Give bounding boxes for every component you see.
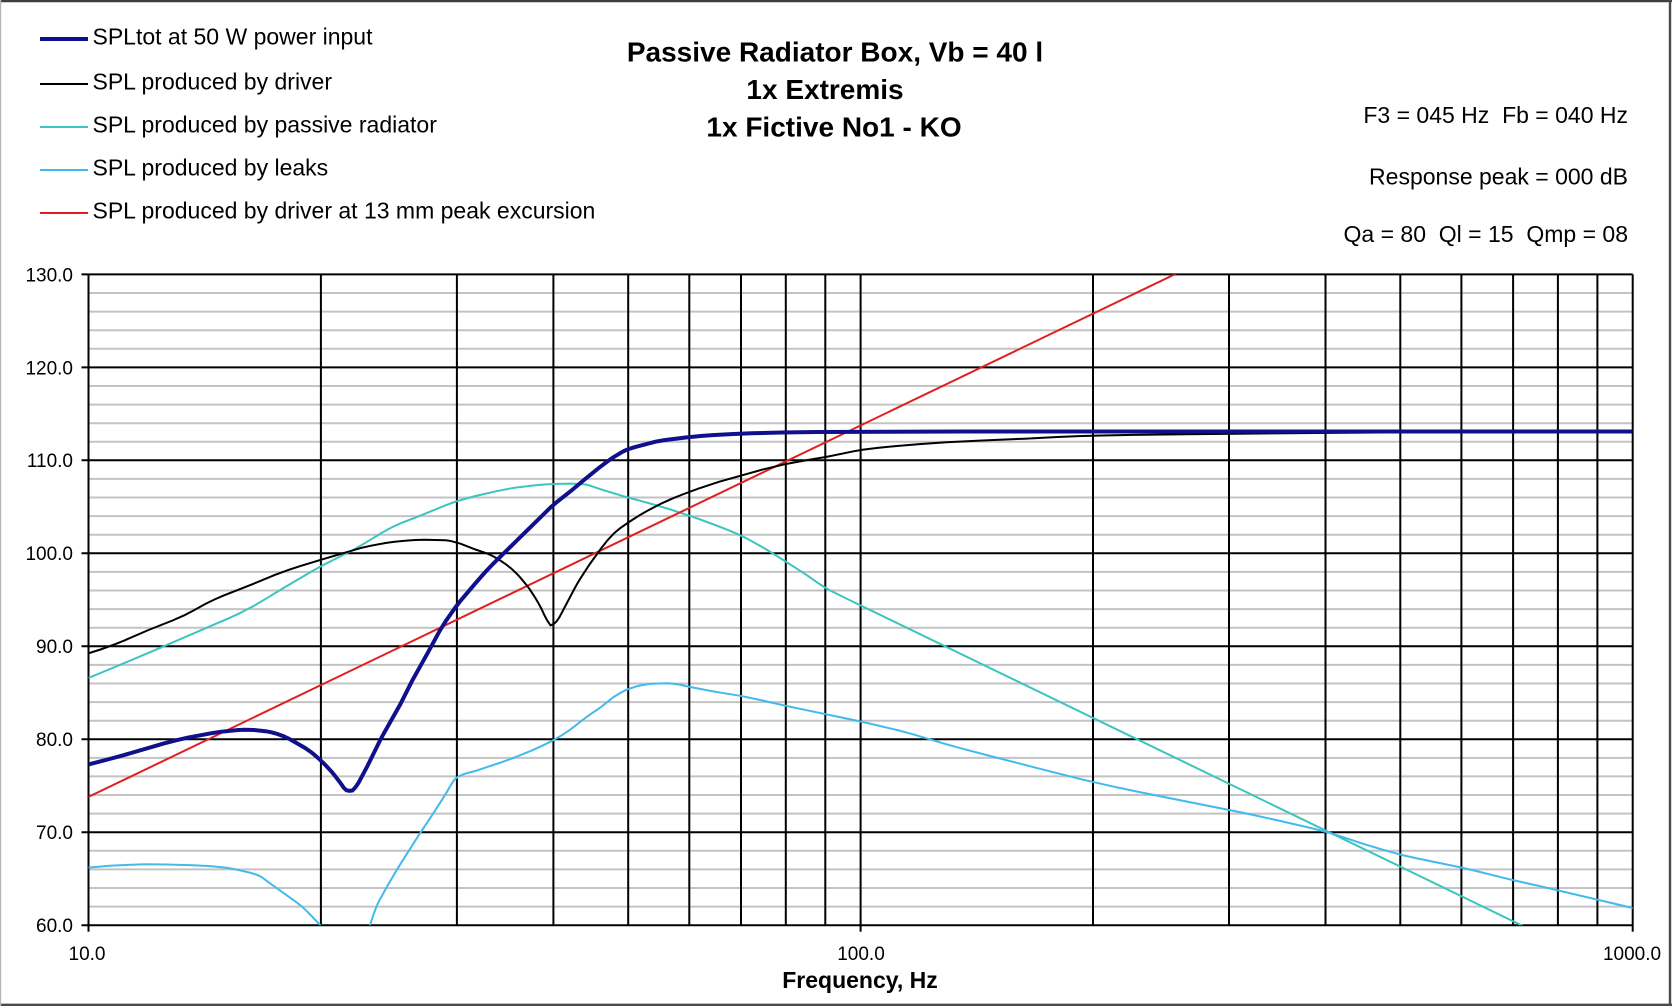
svg-text:80.0: 80.0 xyxy=(36,730,73,751)
svg-text:1x Fictive No1 - KO: 1x Fictive No1 - KO xyxy=(706,111,961,142)
svg-text:100.0: 100.0 xyxy=(837,944,885,965)
svg-text:130.0: 130.0 xyxy=(25,265,73,286)
svg-text:100.0: 100.0 xyxy=(25,544,73,565)
svg-text:Passive Radiator Box, Vb = 40: Passive Radiator Box, Vb = 40 l xyxy=(627,37,1043,68)
svg-text:Response peak = 000 dB: Response peak = 000 dB xyxy=(1369,164,1628,190)
svg-text:110.0: 110.0 xyxy=(27,451,73,472)
svg-text:SPLtot at 50 W power input: SPLtot at 50 W power input xyxy=(93,23,374,49)
svg-text:1x Extremis: 1x Extremis xyxy=(746,74,903,105)
svg-text:SPL produced by driver at 13 m: SPL produced by driver at 13 mm peak exc… xyxy=(93,197,596,223)
svg-text:SPL produced by leaks: SPL produced by leaks xyxy=(93,154,329,180)
svg-text:Frequency, Hz: Frequency, Hz xyxy=(782,967,938,993)
svg-text:1000.0: 1000.0 xyxy=(1603,944,1661,965)
svg-text:SPL produced by driver: SPL produced by driver xyxy=(93,68,333,94)
svg-text:90.0: 90.0 xyxy=(36,637,73,658)
svg-text:SPL produced by passive radiat: SPL produced by passive radiator xyxy=(93,111,438,137)
svg-text:10.0: 10.0 xyxy=(69,944,106,965)
svg-text:60.0: 60.0 xyxy=(36,916,73,937)
svg-text:120.0: 120.0 xyxy=(25,358,73,379)
svg-text:Qa = 80 Ql = 15 Qmp = 08: Qa = 80 Ql = 15 Qmp = 08 xyxy=(1344,221,1628,247)
svg-text:F3 = 045 Hz Fb = 040 Hz: F3 = 045 Hz Fb = 040 Hz xyxy=(1363,102,1628,128)
svg-text:70.0: 70.0 xyxy=(36,823,73,844)
